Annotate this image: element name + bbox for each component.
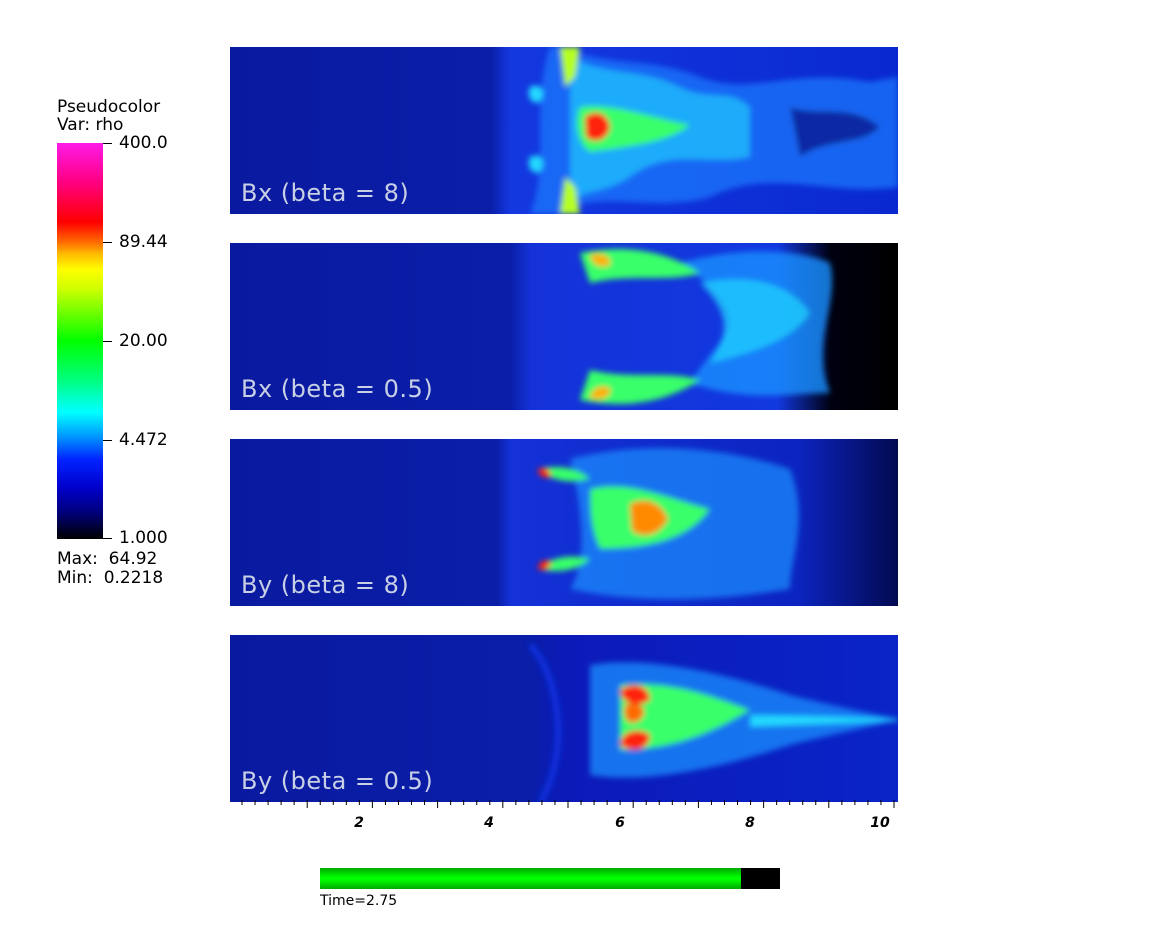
panel-by-beta-0-5: By (beta = 0.5) bbox=[230, 635, 898, 802]
max-value-label: Max: 64.92 bbox=[57, 549, 158, 569]
colorbar-label-max: 400.0 bbox=[119, 133, 168, 153]
panel-bx-beta-0-5: Bx (beta = 0.5) bbox=[230, 243, 898, 410]
colorbar-label: 20.00 bbox=[119, 331, 168, 351]
time-label: Time=2.75 bbox=[320, 893, 398, 909]
colorbar-tick bbox=[103, 242, 112, 243]
x-axis: 2 4 6 8 10 bbox=[241, 800, 895, 831]
panel-label: Bx (beta = 8) bbox=[241, 179, 410, 207]
x-tick-label: 4 bbox=[483, 815, 494, 831]
panel-by-beta-8: By (beta = 8) bbox=[230, 439, 898, 606]
legend-title: Pseudocolor Var: rho bbox=[57, 98, 160, 134]
density-plot bbox=[230, 635, 898, 802]
colorbar-tick bbox=[103, 440, 112, 441]
legend-title-var: Var: rho bbox=[57, 115, 124, 135]
colorbar-label: 89.44 bbox=[119, 232, 168, 252]
x-tick-label: 10 bbox=[870, 815, 890, 831]
panel-bx-beta-8: Bx (beta = 8) bbox=[230, 47, 898, 214]
colorbar bbox=[57, 143, 103, 539]
x-tick-label: 8 bbox=[745, 815, 755, 831]
colorbar-tick bbox=[103, 341, 112, 342]
panel-label: By (beta = 8) bbox=[241, 571, 410, 599]
min-value-label: Min: 0.2218 bbox=[57, 568, 164, 588]
colorbar-tick bbox=[103, 143, 112, 144]
x-tick-label: 6 bbox=[615, 815, 625, 831]
density-plot bbox=[230, 47, 898, 214]
colorbar-label-min: 1.000 bbox=[119, 528, 168, 548]
density-plot bbox=[230, 439, 898, 606]
panel-label: Bx (beta = 0.5) bbox=[241, 375, 434, 403]
panel-label: By (beta = 0.5) bbox=[241, 767, 434, 795]
time-progress-bar bbox=[320, 868, 780, 889]
x-tick-label: 2 bbox=[354, 815, 364, 831]
legend-title-pseudocolor: Pseudocolor bbox=[57, 97, 161, 117]
time-progress-fill bbox=[320, 868, 741, 889]
density-plot bbox=[230, 243, 898, 410]
colorbar-label: 4.472 bbox=[119, 430, 168, 450]
colorbar-tick bbox=[103, 538, 112, 539]
